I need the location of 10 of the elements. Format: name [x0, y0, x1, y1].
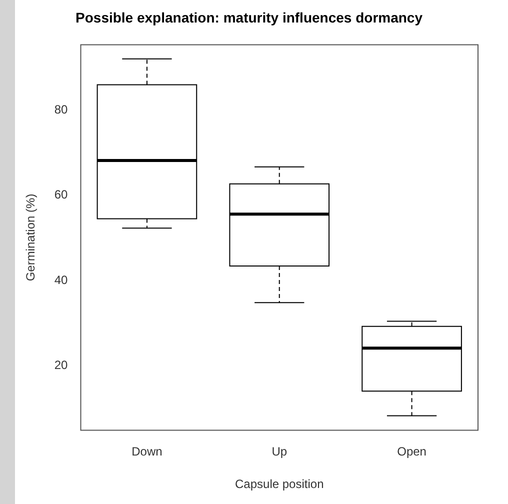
y-axis-title: Germination (%)	[24, 194, 38, 282]
y-tick-label: 80	[54, 102, 68, 117]
y-tick-label: 40	[54, 272, 68, 287]
x-tick-label: Down	[132, 444, 162, 459]
y-tick-label: 60	[54, 188, 68, 202]
x-tick-label: Up	[272, 444, 288, 459]
chart-title: Possible explanation: maturity influences dormancy	[76, 9, 423, 26]
y-tick-label: 20	[54, 358, 68, 372]
x-axis-title: Capsule position	[235, 477, 324, 492]
x-tick-label: Open	[397, 444, 426, 459]
